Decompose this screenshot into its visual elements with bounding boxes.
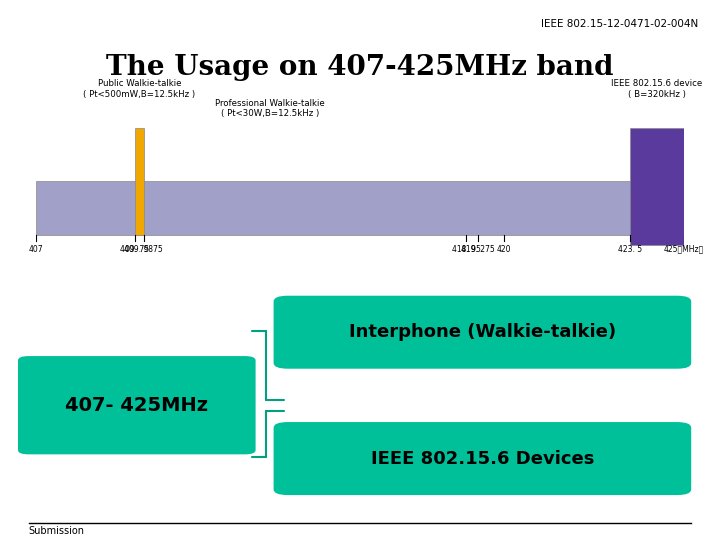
Text: Public Walkie-talkie
( Pt<500mW,B=12.5kHz ): Public Walkie-talkie ( Pt<500mW,B=12.5kH… xyxy=(84,79,195,99)
Text: Professional Walkie-talkie
( Pt<30W,B=12.5kHz ): Professional Walkie-talkie ( Pt<30W,B=12… xyxy=(215,99,325,118)
Text: Interphone (Walkie-talkie): Interphone (Walkie-talkie) xyxy=(348,323,616,341)
Text: IEEE 802.15.6 device
( B=320kHz ): IEEE 802.15.6 device ( B=320kHz ) xyxy=(611,79,703,99)
Text: 425（MHz）: 425（MHz） xyxy=(664,245,704,254)
Text: 418. 95: 418. 95 xyxy=(451,245,481,254)
Text: IEEE 802.15-12-0471-02-004N: IEEE 802.15-12-0471-02-004N xyxy=(541,19,698,29)
FancyBboxPatch shape xyxy=(18,356,256,454)
Text: 423. 5: 423. 5 xyxy=(618,245,642,254)
Text: 409. 9875: 409. 9875 xyxy=(124,245,163,254)
Text: The Usage on 407-425MHz band: The Usage on 407-425MHz band xyxy=(107,54,613,81)
FancyBboxPatch shape xyxy=(274,422,691,495)
Bar xyxy=(135,128,143,235)
Bar xyxy=(36,180,630,235)
Text: 420: 420 xyxy=(497,245,511,254)
FancyBboxPatch shape xyxy=(274,296,691,369)
Bar xyxy=(630,128,684,245)
Text: 419. 275: 419. 275 xyxy=(461,245,495,254)
Text: 409. 75: 409. 75 xyxy=(120,245,150,254)
Text: Submission: Submission xyxy=(29,526,85,536)
Text: IEEE 802.15.6 Devices: IEEE 802.15.6 Devices xyxy=(371,450,594,468)
Text: 407: 407 xyxy=(29,245,43,254)
Text: 407- 425MHz: 407- 425MHz xyxy=(66,396,208,415)
